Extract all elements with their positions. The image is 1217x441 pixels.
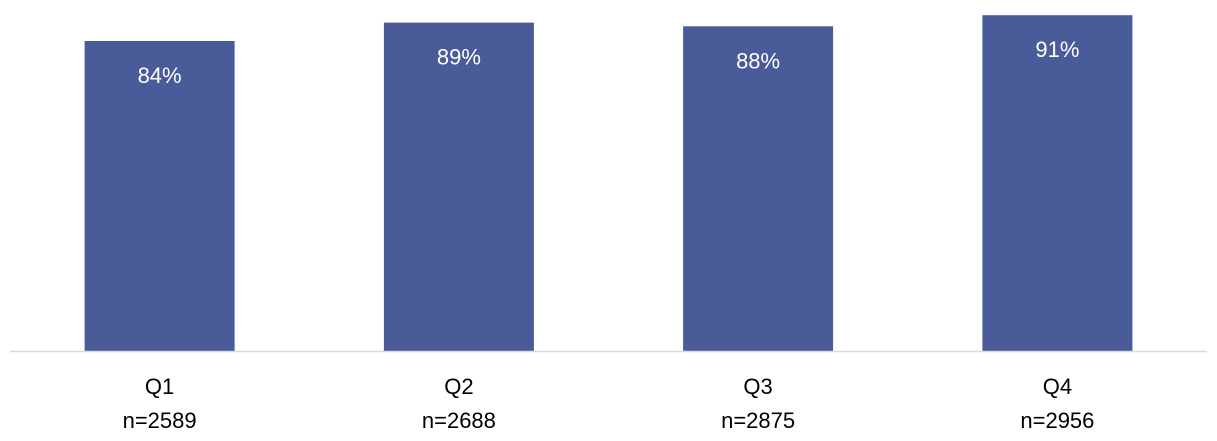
sample-size-label-q3: n=2875 <box>721 408 795 433</box>
bar-q1 <box>84 41 235 351</box>
x-tick-label-q1: Q1 <box>145 374 174 399</box>
data-label-q2: 89% <box>437 45 481 70</box>
data-label-q3: 88% <box>736 48 780 73</box>
data-label-q1: 84% <box>138 63 182 88</box>
sample-size-label-q4: n=2956 <box>1020 408 1094 433</box>
x-tick-label-q4: Q4 <box>1043 374 1072 399</box>
x-tick-label-q3: Q3 <box>743 374 772 399</box>
data-label-q4: 91% <box>1035 37 1079 62</box>
bar-q2 <box>383 22 534 351</box>
bar-q3 <box>683 26 834 352</box>
sample-size-label-q1: n=2589 <box>123 408 197 433</box>
bar-q4 <box>982 15 1133 351</box>
sample-size-label-q2: n=2688 <box>422 408 496 433</box>
x-tick-label-q2: Q2 <box>444 374 473 399</box>
